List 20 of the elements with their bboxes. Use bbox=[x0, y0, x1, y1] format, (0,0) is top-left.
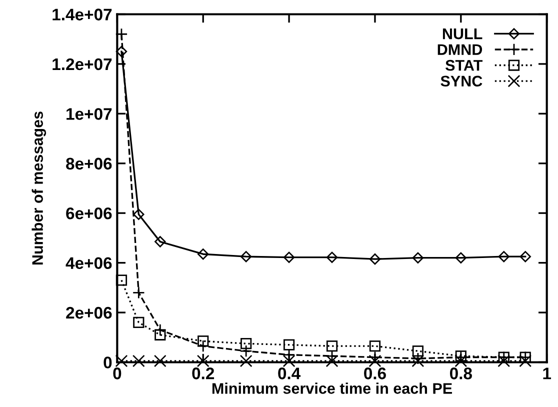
legend-label: DMND bbox=[438, 44, 482, 55]
y-tick-label: 6e+06 bbox=[66, 207, 112, 220]
y-tick-label: 1.4e+07 bbox=[52, 8, 112, 20]
x-tick-label: 0.2 bbox=[192, 368, 214, 380]
x-tick-label: 0.8 bbox=[450, 368, 472, 380]
x-axis-title: Minimum service time in each PE bbox=[212, 382, 452, 394]
x-tick-label: 0.6 bbox=[364, 368, 386, 380]
legend-label: NULL bbox=[442, 28, 482, 40]
y-tick-label: 1.2e+07 bbox=[52, 58, 112, 70]
y-tick-label: 2e+06 bbox=[66, 306, 112, 319]
legend-label: SYNC bbox=[440, 76, 482, 87]
x-tick-label: 0 bbox=[113, 368, 122, 380]
y-tick-label: 8e+06 bbox=[66, 158, 112, 170]
y-tick-label: 0 bbox=[104, 356, 112, 368]
y-axis-title: Number of messages bbox=[32, 112, 46, 264]
y-tick-label: 4e+06 bbox=[66, 257, 112, 270]
y-tick-label: 1e+07 bbox=[66, 108, 112, 120]
legend-label: STAT bbox=[445, 60, 483, 71]
x-tick-label: 0.4 bbox=[278, 368, 301, 380]
x-tick-label: 1 bbox=[543, 368, 552, 380]
